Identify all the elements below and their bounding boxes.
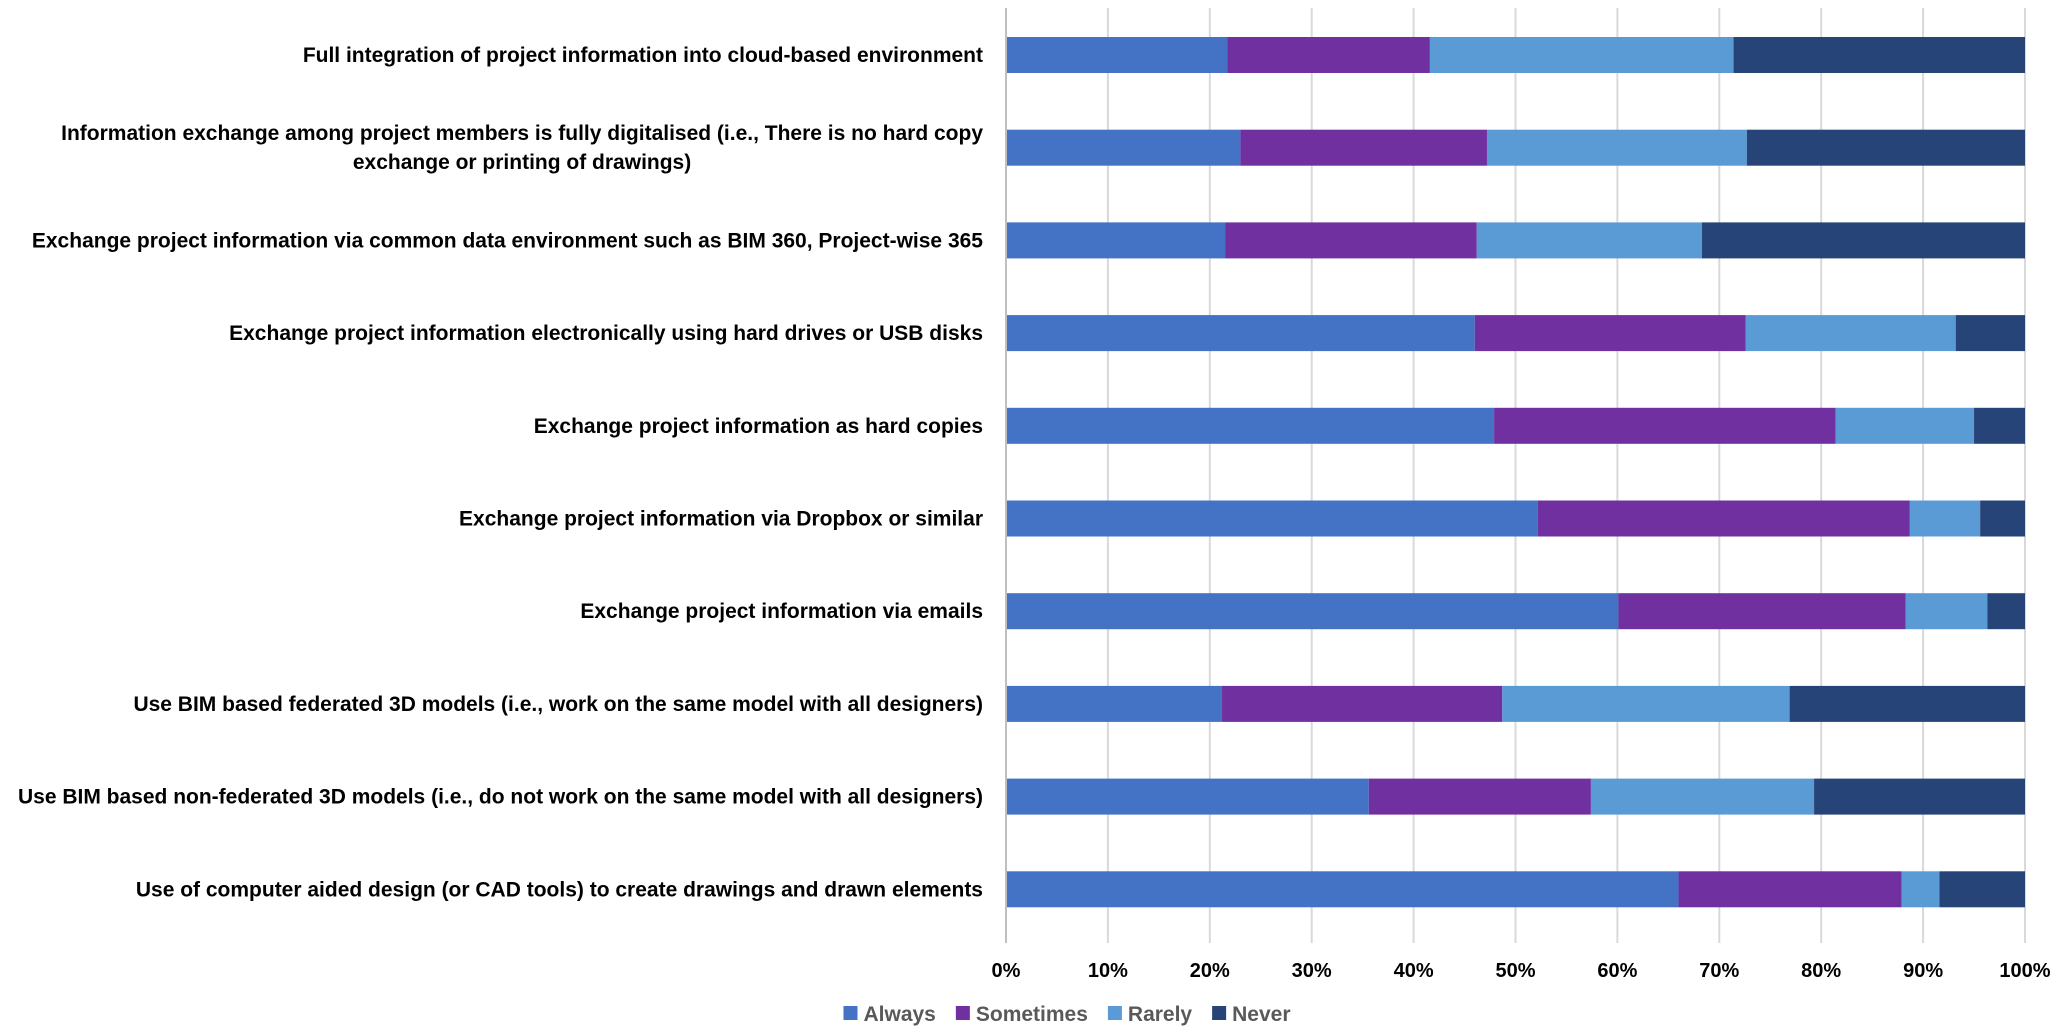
bar-row bbox=[1006, 222, 2025, 259]
legend-item-never: Never bbox=[1212, 1003, 1291, 1026]
category-labels: Full integration of project information … bbox=[18, 44, 983, 901]
bar-segment-rarely bbox=[1590, 778, 1815, 815]
bar-segment-always bbox=[1006, 407, 1495, 444]
x-tick-label: 50% bbox=[1495, 960, 1535, 982]
bar-segment-rarely bbox=[1502, 685, 1790, 722]
x-tick-label: 90% bbox=[1903, 960, 1943, 982]
x-tick-label: 40% bbox=[1394, 960, 1434, 982]
bar-segment-rarely bbox=[1835, 407, 1975, 444]
bar-segment-always bbox=[1006, 500, 1538, 537]
x-tick-label: 30% bbox=[1292, 960, 1332, 982]
x-tick-label: 0% bbox=[992, 960, 1021, 982]
bar-segment-never bbox=[1955, 315, 2025, 352]
legend-label: Never bbox=[1232, 1003, 1290, 1026]
bar-segment-sometimes bbox=[1222, 685, 1503, 722]
legend-swatch bbox=[843, 1006, 858, 1020]
bar-segment-rarely bbox=[1429, 37, 1734, 73]
bar-segment-sometimes bbox=[1240, 129, 1487, 166]
bar-segment-never bbox=[1987, 593, 2025, 630]
category-label: Use BIM based federated 3D models (i.e.,… bbox=[133, 693, 983, 716]
bar-segment-rarely bbox=[1909, 500, 1981, 537]
bar-segment-rarely bbox=[1476, 222, 1702, 259]
bar-segment-never bbox=[1789, 685, 2025, 722]
x-tick-label: 10% bbox=[1088, 960, 1128, 982]
bar-segment-sometimes bbox=[1678, 871, 1902, 908]
bar-segment-never bbox=[1814, 778, 2025, 815]
bar-segment-always bbox=[1006, 871, 1679, 908]
bar-row bbox=[1006, 778, 2025, 815]
legend-label: Always bbox=[863, 1003, 935, 1026]
x-tick-label: 60% bbox=[1597, 960, 1637, 982]
bar-segment-rarely bbox=[1745, 315, 1956, 352]
legend-item-always: Always bbox=[843, 1003, 936, 1026]
x-tick-label: 70% bbox=[1699, 960, 1739, 982]
bar-segment-always bbox=[1006, 315, 1475, 352]
bar-row bbox=[1006, 129, 2025, 166]
category-label: Information exchange among project membe… bbox=[61, 122, 983, 174]
bar-segment-rarely bbox=[1905, 593, 1988, 630]
bar-segment-never bbox=[1980, 500, 2025, 537]
bar-row bbox=[1006, 407, 2025, 444]
category-label: Full integration of project information … bbox=[303, 44, 983, 67]
bar-row bbox=[1006, 685, 2025, 722]
bar-segment-sometimes bbox=[1537, 500, 1910, 537]
bar-row bbox=[1006, 871, 2025, 908]
legend-item-sometimes: Sometimes bbox=[955, 1003, 1088, 1026]
bar-segment-rarely bbox=[1486, 129, 1747, 166]
category-label: Exchange project information via emails bbox=[580, 600, 983, 623]
bar-segment-never bbox=[1939, 871, 2025, 908]
bar-segment-always bbox=[1006, 129, 1241, 166]
category-label: Use of computer aided design (or CAD too… bbox=[136, 878, 983, 901]
bar-segment-never bbox=[1733, 37, 2025, 73]
bar-segment-always bbox=[1006, 593, 1619, 630]
x-tick-label: 100% bbox=[1999, 960, 2050, 982]
bar-row bbox=[1006, 315, 2025, 352]
legend-swatch bbox=[1107, 1006, 1122, 1020]
category-label: Use BIM based non-federated 3D models (i… bbox=[18, 786, 983, 809]
bar-segment-never bbox=[1746, 129, 2025, 166]
bars bbox=[1006, 37, 2025, 908]
legend-item-rarely: Rarely bbox=[1107, 1003, 1193, 1026]
category-label: Exchange project information via common … bbox=[32, 229, 983, 252]
bar-segment-always bbox=[1006, 685, 1223, 722]
bar-row bbox=[1006, 500, 2025, 537]
legend-swatch bbox=[1212, 1006, 1227, 1020]
bar-segment-sometimes bbox=[1368, 778, 1591, 815]
x-tick-label: 20% bbox=[1190, 960, 1230, 982]
bar-row bbox=[1006, 593, 2025, 630]
legend-label: Rarely bbox=[1128, 1003, 1193, 1026]
bar-segment-rarely bbox=[1901, 871, 1940, 908]
bar-segment-always bbox=[1006, 778, 1369, 815]
legend: Always Sometimes Rarely Never bbox=[843, 1003, 1291, 1026]
bar-row bbox=[1006, 37, 2025, 73]
bar-segment-sometimes bbox=[1225, 222, 1477, 259]
x-tick-label: 80% bbox=[1801, 960, 1841, 982]
category-label: Exchange project information electronica… bbox=[229, 322, 983, 345]
bar-segment-never bbox=[1701, 222, 2025, 259]
bar-segment-sometimes bbox=[1227, 37, 1430, 73]
bar-segment-never bbox=[1974, 407, 2025, 444]
category-label: Exchange project information via Dropbox… bbox=[459, 508, 983, 531]
legend-label: Sometimes bbox=[976, 1003, 1088, 1026]
category-label: Exchange project information as hard cop… bbox=[534, 415, 983, 438]
bar-segment-always bbox=[1006, 222, 1226, 259]
bar-segment-always bbox=[1006, 37, 1228, 73]
bar-segment-sometimes bbox=[1494, 407, 1836, 444]
bar-segment-sometimes bbox=[1618, 593, 1906, 630]
x-tick-labels: 0% 10% 20% 30% 40% 50% 60% 70% 80% 90% 100% bbox=[992, 960, 2051, 982]
bar-segment-sometimes bbox=[1474, 315, 1746, 352]
legend-swatch bbox=[955, 1006, 970, 1020]
